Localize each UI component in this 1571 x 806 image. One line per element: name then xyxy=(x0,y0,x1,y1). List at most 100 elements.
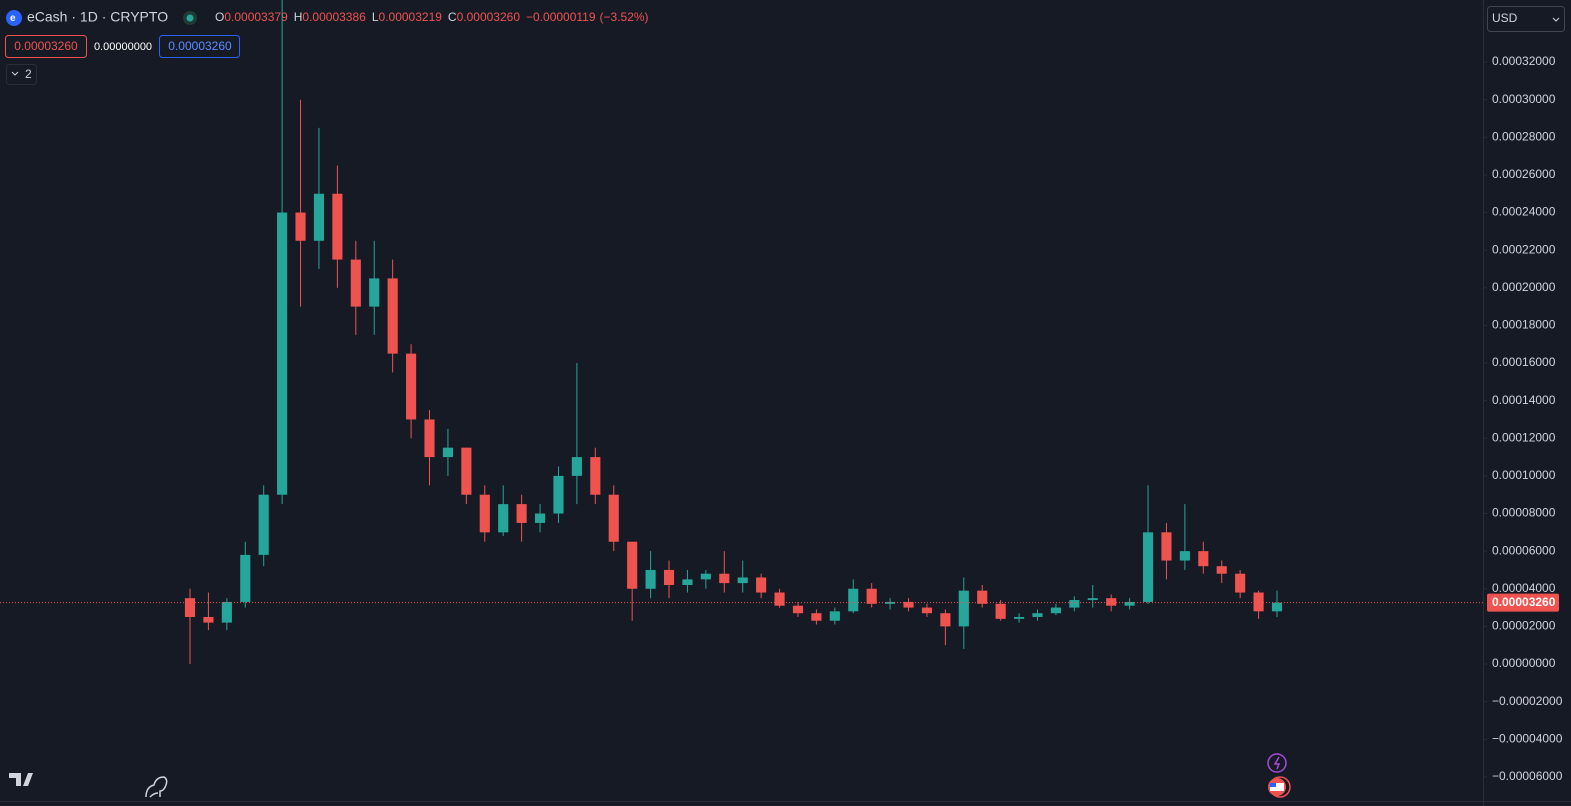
y-tick-label: 0.00002000 xyxy=(1492,619,1556,633)
candle-body xyxy=(940,613,951,627)
chevron xyxy=(11,71,19,76)
candle-body xyxy=(406,353,417,420)
ohlc-key: H xyxy=(294,10,303,24)
candle-body xyxy=(1069,600,1080,608)
candle-body xyxy=(885,601,896,604)
currency-select[interactable] xyxy=(1487,6,1565,32)
candle-body xyxy=(811,613,822,621)
ohlc-close: 0.00003260 xyxy=(457,10,521,24)
indicator-count[interactable]: 2 xyxy=(25,67,32,81)
last-price-label: 0.00003260 xyxy=(1492,595,1556,609)
candle-body xyxy=(1106,598,1117,606)
plot xyxy=(184,0,1283,665)
candle-body xyxy=(921,607,933,614)
candle-body xyxy=(553,475,564,514)
candle-body xyxy=(313,193,325,241)
y-tick-label: 0.00030000 xyxy=(1492,92,1556,106)
sell-price[interactable]: 0.00003260 xyxy=(14,39,78,53)
y-tick-label: 0.00020000 xyxy=(1492,280,1556,294)
y-tick-label: 0.00008000 xyxy=(1492,506,1556,520)
ohlc-low: 0.00003219 xyxy=(379,10,443,24)
candle-body xyxy=(1198,551,1209,567)
candle-body xyxy=(1087,598,1098,601)
flag-canton xyxy=(1270,783,1276,787)
tradingview-logo[interactable] xyxy=(9,773,33,786)
symbol-title[interactable]: eCash · 1D · CRYPTO xyxy=(27,9,168,25)
y-tick-label: 0.00006000 xyxy=(1492,543,1556,557)
y-tick-label: 0.00000000 xyxy=(1492,656,1556,670)
y-tick-label: 0.00032000 xyxy=(1492,54,1556,68)
currency-label[interactable]: USD xyxy=(1492,11,1518,25)
candle-body xyxy=(369,278,380,307)
candle-body xyxy=(1216,566,1227,574)
candle-body xyxy=(700,573,711,580)
event-icon[interactable] xyxy=(1267,753,1287,773)
candle-body xyxy=(1142,532,1154,602)
ohlc-open: 0.00003379 xyxy=(224,10,288,24)
candle-body xyxy=(258,494,269,555)
candle-body xyxy=(424,419,435,458)
candle-body xyxy=(958,590,969,627)
buy-price[interactable]: 0.00003260 xyxy=(168,39,232,53)
dino-icon[interactable] xyxy=(145,776,168,798)
y-tick-label: 0.00004000 xyxy=(1492,581,1556,595)
candle-body xyxy=(737,577,748,584)
candle-body xyxy=(1014,616,1025,619)
bolt xyxy=(1273,756,1281,770)
candle-body xyxy=(387,278,398,354)
ohlc-legend: O0.00003379 H0.00003386 L0.00003219 C0.0000… xyxy=(215,10,649,24)
symbol-icon-glyph: e xyxy=(10,13,16,24)
candle-body xyxy=(516,504,527,523)
candle-body xyxy=(277,212,288,495)
candle-body xyxy=(203,616,214,623)
candle-body xyxy=(534,513,546,523)
candle-body xyxy=(1253,592,1264,612)
sell-box[interactable] xyxy=(5,35,87,58)
y-tick-label: −0.00006000 xyxy=(1492,769,1563,783)
candle-body xyxy=(774,592,785,606)
candle-body xyxy=(479,494,490,533)
candle-body xyxy=(461,447,472,495)
y-tick-label: 0.00024000 xyxy=(1492,205,1556,219)
candle-body xyxy=(1161,532,1172,561)
candle-body xyxy=(792,605,804,614)
candle-body xyxy=(756,577,767,593)
candle-body xyxy=(1179,551,1190,561)
candle-body xyxy=(608,494,619,542)
candle-body xyxy=(1271,602,1283,612)
candle-body xyxy=(903,601,914,608)
status-dot xyxy=(186,14,194,22)
candle-body xyxy=(240,554,251,602)
y-tick-label: 0.00012000 xyxy=(1492,430,1556,444)
chevron xyxy=(1552,17,1560,22)
flag-stripes xyxy=(1270,783,1284,791)
last-price-badge xyxy=(1487,593,1559,612)
y-tick-label: 0.00028000 xyxy=(1492,129,1556,143)
candle-body xyxy=(627,541,638,589)
ohlc-key: O xyxy=(215,10,224,24)
candle-body xyxy=(295,212,306,241)
indicators-toggle[interactable] xyxy=(6,64,37,85)
candle-body xyxy=(332,193,343,260)
y-tick-label: −0.00002000 xyxy=(1492,694,1563,708)
y-tick-label: 0.00026000 xyxy=(1492,167,1556,181)
candle-body xyxy=(719,573,730,584)
candle-body xyxy=(498,504,509,533)
candle-body xyxy=(590,457,601,495)
y-tick-label: 0.00010000 xyxy=(1492,468,1556,482)
ohlc-change-pct: (−3.52%) xyxy=(600,10,649,24)
candle-body xyxy=(977,590,988,604)
symbol-icon xyxy=(6,10,22,26)
buy-box[interactable] xyxy=(159,35,240,58)
candle-body xyxy=(682,579,693,585)
spread: 0.00000000 xyxy=(94,41,152,53)
candle-body xyxy=(829,611,840,621)
candle-body xyxy=(571,457,582,476)
candle-body xyxy=(1032,613,1043,617)
candle-body xyxy=(866,588,877,604)
y-tick-label: 0.00014000 xyxy=(1492,393,1556,407)
candle-body xyxy=(645,569,656,589)
candle-body xyxy=(184,598,196,617)
ohlc-key: L xyxy=(372,10,379,24)
